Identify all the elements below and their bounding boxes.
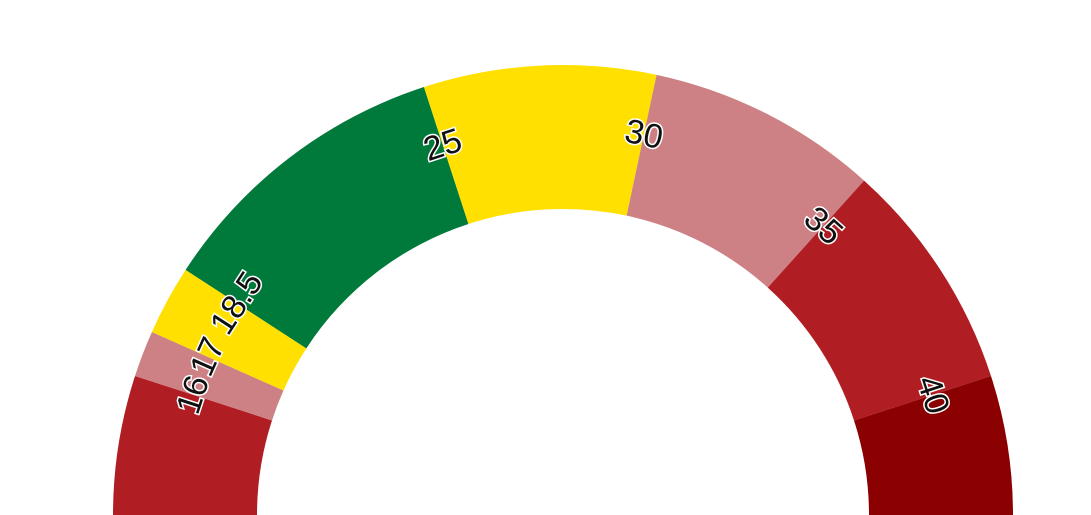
gauge-band-7 [854, 375, 1013, 515]
gauge-band-0 [113, 375, 272, 515]
gauge-band-3 [185, 87, 469, 349]
gauge-band-1 [135, 331, 284, 421]
gauge-band-4 [423, 65, 657, 224]
tick-label-4: 30 [621, 112, 666, 157]
gauge-band-2 [151, 269, 307, 391]
gauge-band-5 [626, 74, 865, 288]
gauge-band-6 [767, 180, 991, 421]
gauge-bands [113, 65, 1013, 515]
